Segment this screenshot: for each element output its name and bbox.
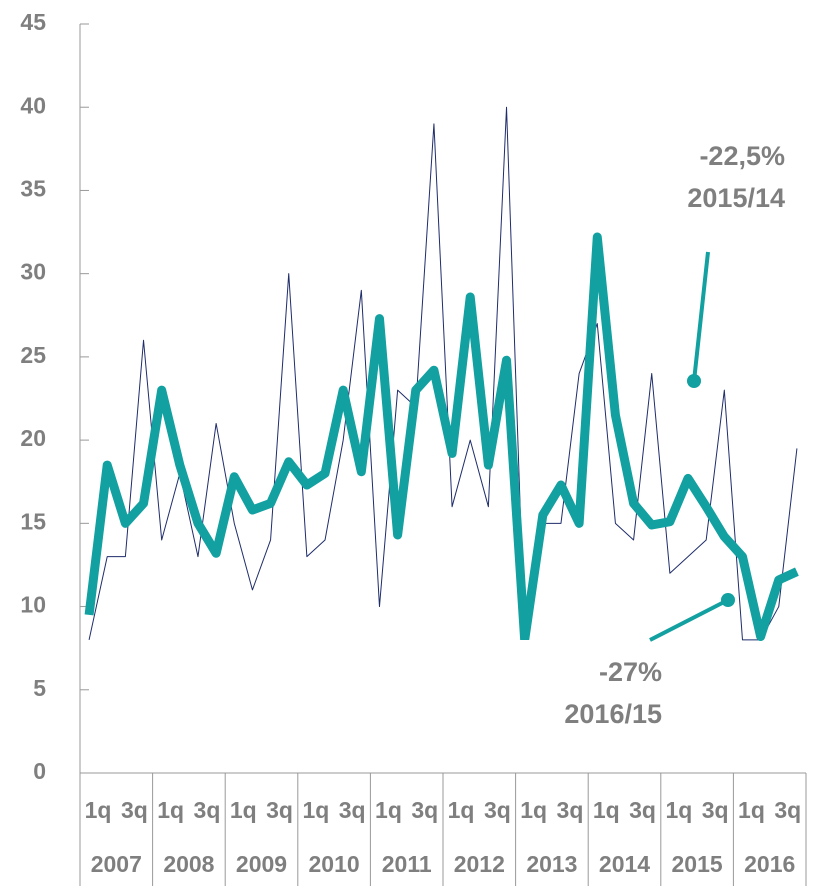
y-tick-label: 35 <box>20 176 46 202</box>
x-tick-label: 1q <box>230 797 257 823</box>
x-tick-label: 1q <box>375 797 402 823</box>
y-tick-label: 5 <box>33 675 46 701</box>
annotation: 2015/14 <box>687 183 785 213</box>
y-tick-label: 30 <box>20 259 46 285</box>
y-tick-label: 0 <box>33 758 46 784</box>
x-tick-label: 1q <box>85 797 112 823</box>
line-series <box>88 106 798 641</box>
annotation-box <box>508 640 686 746</box>
x-tick-label: 1q <box>302 797 329 823</box>
x-tick-label: 1q <box>665 797 692 823</box>
x-tick-label: 3q <box>484 797 511 823</box>
year-label: 2016 <box>744 851 795 877</box>
x-tick-label: 1q <box>593 797 620 823</box>
y-tick-label: 15 <box>20 508 46 534</box>
annotation: -27% <box>599 657 662 687</box>
x-tick-label: 3q <box>629 797 656 823</box>
annotation-box <box>655 122 817 232</box>
year-label: 2009 <box>236 851 287 877</box>
year-label: 2014 <box>599 851 650 877</box>
year-label: 2010 <box>309 851 360 877</box>
x-tick-label: 3q <box>411 797 438 823</box>
annotation: 2016/15 <box>564 699 662 729</box>
y-tick-label: 20 <box>20 425 46 451</box>
year-label: 2015 <box>672 851 723 877</box>
annotation-dot <box>687 374 701 388</box>
x-tick-label: 3q <box>121 797 148 823</box>
annotation: -22,5% <box>699 141 785 171</box>
x-tick-label: 3q <box>774 797 801 823</box>
y-tick-label: 25 <box>20 342 46 368</box>
y-tick-label: 10 <box>20 592 46 618</box>
year-label: 2013 <box>526 851 577 877</box>
y-tick-label: 45 <box>20 9 46 35</box>
annotation-pointer <box>692 251 710 382</box>
x-tick-label: 1q <box>738 797 765 823</box>
x-tick-label: 3q <box>194 797 221 823</box>
annotation-dot <box>721 593 735 607</box>
x-tick-label: 3q <box>557 797 584 823</box>
x-tick-label: 3q <box>702 797 729 823</box>
year-label: 2011 <box>382 851 432 877</box>
y-tick-label: 40 <box>20 92 46 118</box>
x-tick-label: 1q <box>448 797 475 823</box>
x-tick-label: 1q <box>520 797 547 823</box>
annotation-pointer <box>649 598 729 642</box>
year-label: 2007 <box>91 851 142 877</box>
line-series <box>84 232 799 645</box>
year-label: 2012 <box>454 851 505 877</box>
year-label: 2008 <box>163 851 214 877</box>
x-tick-label: 3q <box>266 797 293 823</box>
x-tick-label: 3q <box>339 797 366 823</box>
x-tick-label: 1q <box>157 797 184 823</box>
